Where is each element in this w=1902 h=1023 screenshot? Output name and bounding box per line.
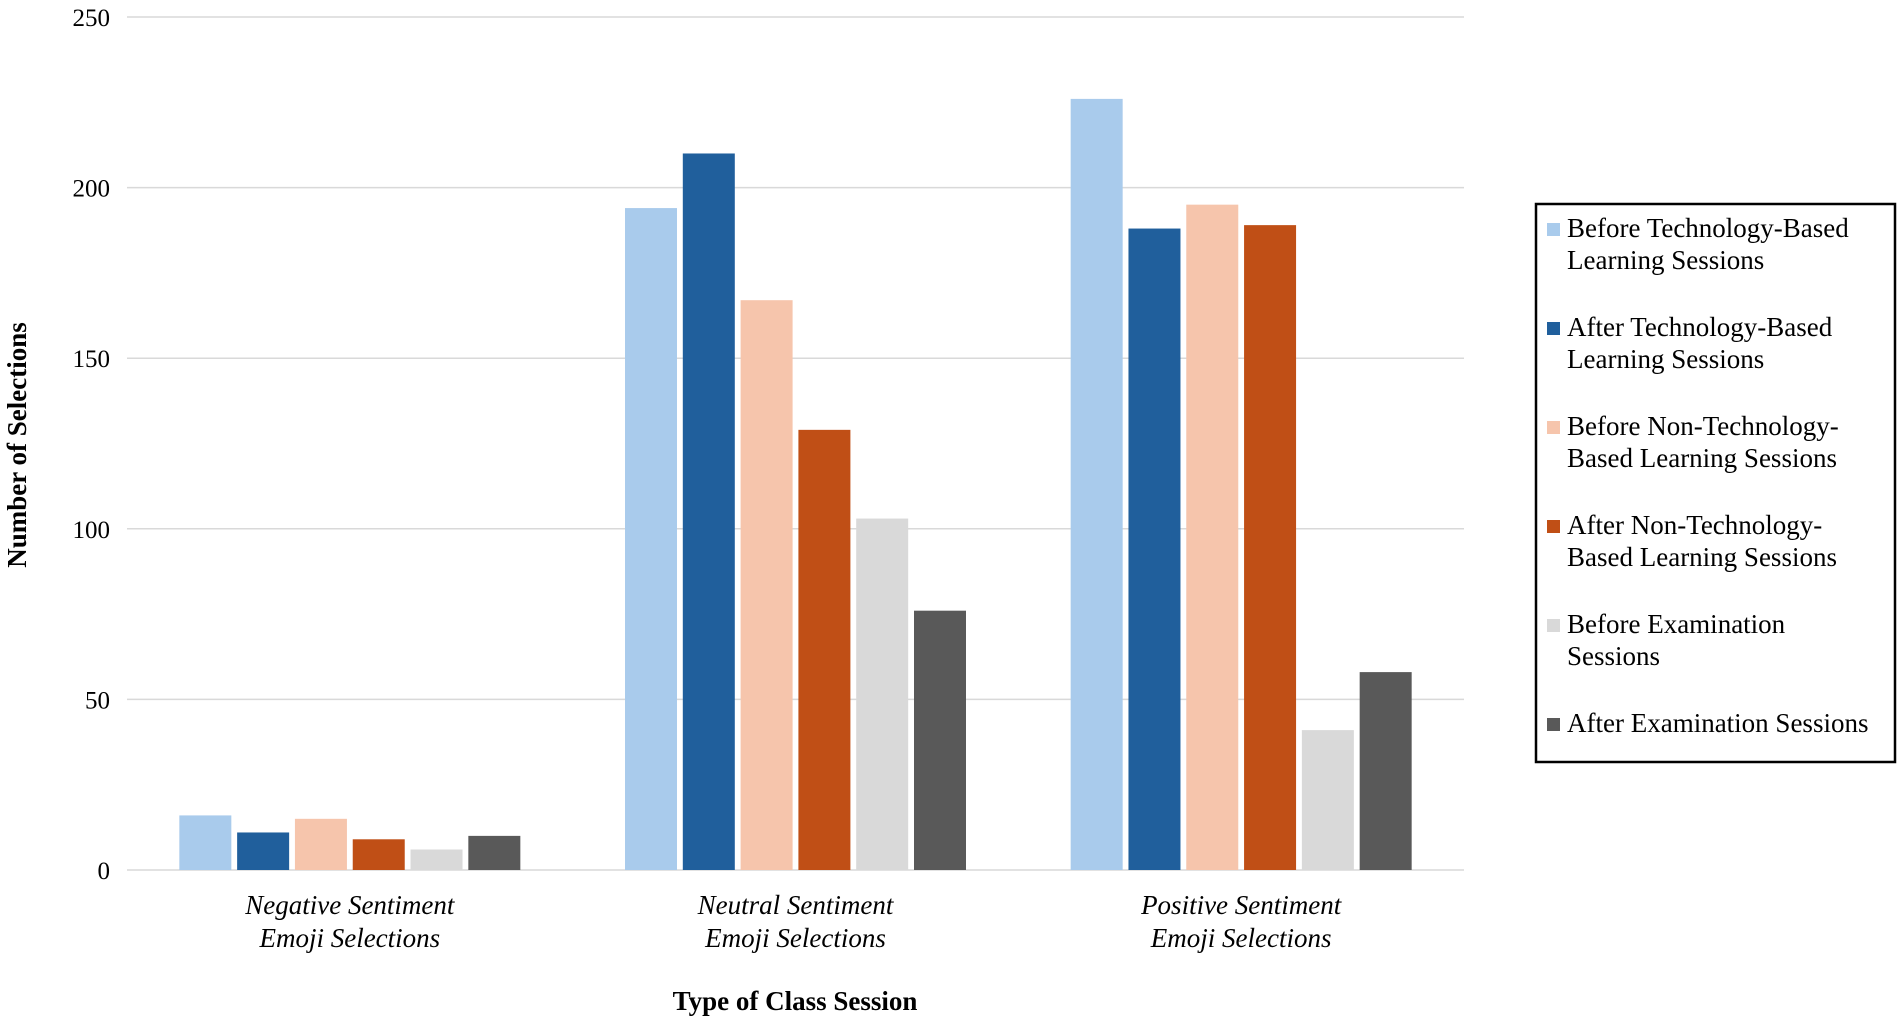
y-axis-title: Number of Selections: [2, 322, 32, 567]
bar: [468, 835, 521, 870]
y-tick-label: 200: [73, 176, 111, 203]
legend-swatch: [1547, 322, 1560, 335]
gridlines: [127, 16, 1464, 871]
bars: [179, 98, 1412, 871]
legend-label: After Non-Technology-Based Learning Sess…: [1567, 510, 1837, 572]
legend-swatch: [1547, 619, 1560, 632]
y-tick-label: 100: [73, 517, 111, 544]
y-tick-label: 250: [73, 5, 111, 32]
bar: [237, 832, 290, 870]
legend-swatch: [1547, 421, 1560, 434]
bar: [1128, 228, 1181, 870]
bar: [798, 429, 851, 870]
bar: [1186, 204, 1239, 870]
legend-label: After Technology-Based Learning Sessions: [1567, 312, 1833, 374]
x-axis-categories: Negative Sentiment Emoji Selections Neutra…: [244, 890, 1343, 953]
bar: [682, 153, 735, 871]
legend-label: Before Technology-Based Learning Sessions: [1567, 213, 1849, 275]
category-label: Neutral Sentiment Emoji Selections: [697, 890, 895, 953]
bar: [1070, 98, 1123, 870]
bar: [1301, 730, 1354, 870]
category-label: Positive Sentiment Emoji Selections: [1140, 890, 1343, 953]
bar: [625, 208, 677, 870]
bar: [1359, 672, 1412, 870]
y-tick-label: 50: [85, 687, 110, 714]
x-axis-title: Type of Class Session: [673, 986, 918, 1016]
legend-label: Before Examination Sessions: [1567, 609, 1786, 671]
legend-label: After Examination Sessions: [1567, 708, 1868, 738]
bar: [740, 300, 793, 870]
y-axis-ticks: 0 50 100 150 200 250: [73, 5, 111, 885]
bar: [352, 839, 405, 870]
bar: [294, 818, 347, 870]
legend-label: Before Non-Technology-Based Learning Ses…: [1567, 411, 1839, 473]
y-tick-label: 150: [73, 346, 111, 373]
bar: [914, 610, 966, 870]
legend: Before Technology-Based Learning Sessions…: [1534, 202, 1897, 764]
legend-swatch: [1547, 718, 1560, 731]
legend-swatch: [1547, 223, 1560, 236]
bar: [179, 815, 232, 870]
legend-swatch: [1547, 520, 1560, 533]
category-label: Negative Sentiment Emoji Selections: [244, 890, 456, 953]
y-tick-label: 0: [98, 858, 111, 885]
bar: [856, 518, 909, 870]
bar: [1244, 225, 1297, 870]
legend-box: [1534, 202, 1897, 764]
bar: [410, 849, 463, 870]
